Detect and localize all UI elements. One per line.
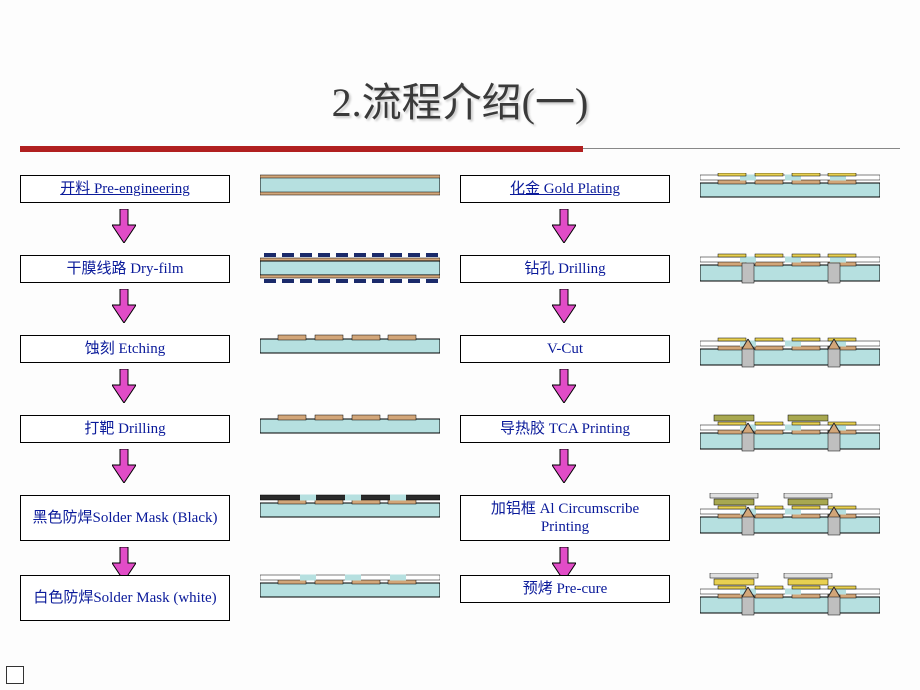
right-arrow-1 (552, 289, 576, 323)
left-step-box-1: 干膜线路 Dry-film (20, 255, 230, 283)
left-step-box-5: 白色防焊Solder Mask (white) (20, 575, 230, 621)
right-step-box-4: 加铝框 Al Circumscribe Printing (460, 495, 670, 541)
left-step-box-4: 黑色防焊Solder Mask (Black) (20, 495, 230, 541)
right-illus-3 (700, 413, 880, 458)
corner-marker (6, 666, 24, 684)
left-arrow-2 (112, 369, 136, 403)
left-arrow-0 (112, 209, 136, 243)
right-illus-4 (700, 493, 880, 542)
page-title: 2.流程介绍(一) (0, 0, 920, 128)
title-rule (20, 146, 900, 152)
left-illus-2 (260, 333, 440, 362)
right-arrow-3 (552, 449, 576, 483)
right-illus-column (700, 175, 880, 680)
right-arrow-0 (552, 209, 576, 243)
right-illus-1 (700, 253, 880, 290)
left-illus-5 (260, 573, 440, 606)
right-arrow-2 (552, 369, 576, 403)
left-step-box-2: 蚀刻 Etching (20, 335, 230, 363)
left-illus-4 (260, 493, 440, 526)
right-illus-5 (700, 573, 880, 622)
right-step-box-3: 导热胶 TCA Printing (460, 415, 670, 443)
left-arrow-3 (112, 449, 136, 483)
left-illus-0 (260, 173, 440, 202)
right-illus-2 (700, 333, 880, 374)
left-step-box-0: 开料 Pre-engineering (20, 175, 230, 203)
left-step-box-3: 打靶 Drilling (20, 415, 230, 443)
left-illus-column (260, 175, 440, 680)
left-boxes-column: 开料 Pre-engineering 干膜线路 Dry-film 蚀刻 Etch… (20, 175, 230, 680)
flow-area: 开料 Pre-engineering 干膜线路 Dry-film 蚀刻 Etch… (20, 175, 900, 680)
left-illus-1 (260, 253, 440, 288)
right-boxes-column: 化金 Gold Plating 钻孔 Drilling V-Cut 导热胶 TC… (460, 175, 670, 680)
right-step-box-2: V-Cut (460, 335, 670, 363)
right-step-box-1: 钻孔 Drilling (460, 255, 670, 283)
right-illus-0 (700, 173, 880, 206)
left-illus-3 (260, 413, 440, 442)
left-arrow-1 (112, 289, 136, 323)
right-step-box-0: 化金 Gold Plating (460, 175, 670, 203)
right-step-box-5: 预烤 Pre-cure (460, 575, 670, 603)
